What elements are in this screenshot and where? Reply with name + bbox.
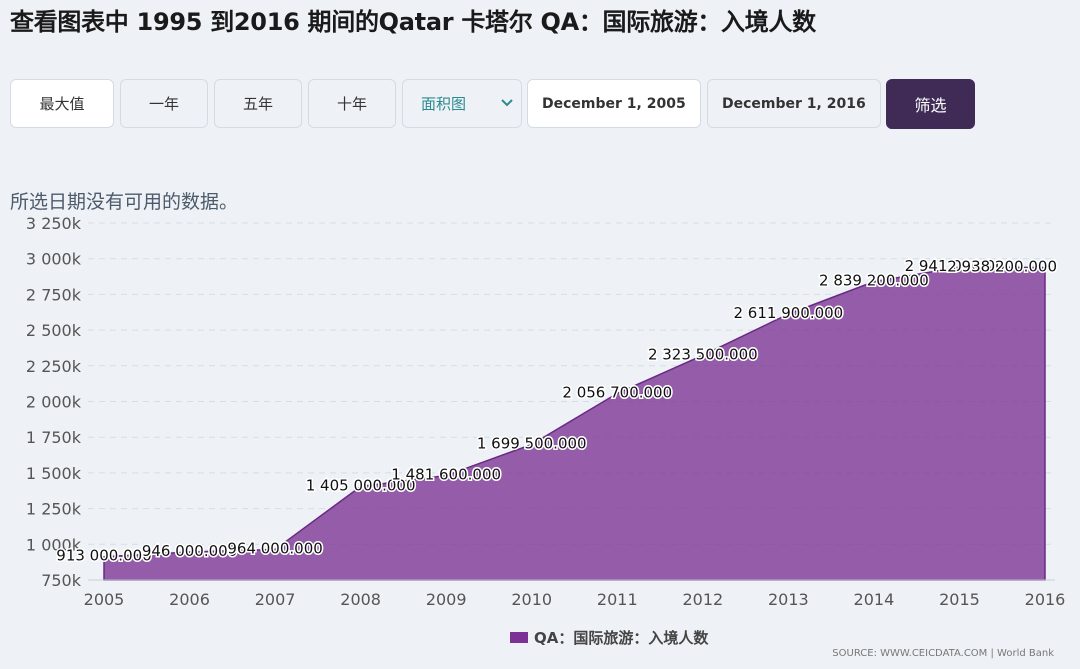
x-tick-label: 2008 — [340, 590, 381, 609]
x-tick-label: 2010 — [511, 590, 552, 609]
x-tick-label: 2013 — [768, 590, 809, 609]
legend-label: QA：国际旅游：入境人数 — [534, 629, 709, 647]
date-to-field[interactable]: December 1, 2016 — [707, 79, 881, 128]
y-tick-label: 750k — [41, 571, 82, 590]
x-tick-label: 2007 — [255, 590, 296, 609]
y-tick-label: 2 000k — [26, 393, 82, 412]
x-tick-label: 2014 — [854, 590, 895, 609]
data-label: 2 056 700.000 — [562, 383, 672, 401]
filter-button[interactable]: 筛选 — [886, 79, 975, 129]
range-5y-button[interactable]: 五年 — [214, 79, 302, 128]
data-label: 2 839 200.000 — [819, 272, 929, 290]
range-max-button[interactable]: 最大值 — [10, 79, 114, 128]
y-tick-label: 1 750k — [26, 428, 82, 447]
chevron-down-icon — [501, 99, 513, 107]
range-1y-button[interactable]: 一年 — [120, 79, 208, 128]
x-tick-label: 2009 — [426, 590, 467, 609]
data-label: 1 405 000.000 — [306, 476, 416, 494]
toolbar: 最大值 一年 五年 十年 面积图 December 1, 2005 Decemb… — [10, 79, 1080, 130]
no-data-message: 所选日期没有可用的数据。 — [10, 191, 239, 213]
data-label: 2 938 200.000 — [947, 258, 1057, 276]
area-chart: 750k 1 000k 1 250k 1 500k 1 750k 2 000k 2 250k… — [26, 214, 1066, 609]
data-label: 2 323 500.000 — [648, 345, 758, 363]
x-tick-label: 2016 — [1025, 590, 1066, 609]
y-tick-label: 3 250k — [26, 214, 82, 233]
source-credit: SOURCE: WWW.CEICDATA.COM | World Bank — [832, 648, 1054, 659]
data-label: 913 000.000 — [56, 547, 151, 565]
x-tick-label: 2012 — [682, 590, 723, 609]
y-tick-label: 2 250k — [26, 357, 82, 376]
date-from-field[interactable]: December 1, 2005 — [527, 79, 701, 128]
data-label: 2 941 000.000 — [905, 257, 1015, 275]
x-tick-label: 2005 — [84, 590, 125, 609]
range-10y-button[interactable]: 十年 — [308, 79, 396, 128]
data-label: 1 699 500.000 — [477, 434, 587, 452]
data-label: 1 481 600.000 — [391, 466, 501, 484]
legend-swatch — [510, 632, 528, 643]
data-label: 946 000.000 — [142, 542, 237, 560]
y-tick-label: 2 750k — [26, 285, 82, 304]
x-tick-label: 2015 — [939, 590, 980, 609]
x-tick-label: 2006 — [169, 590, 210, 609]
page-title: 查看图表中 1995 到2016 期间的Qatar 卡塔尔 QA：国际旅游：入境… — [10, 8, 816, 36]
chart-type-select[interactable]: 面积图 — [402, 79, 522, 128]
data-label: 964 000.000 — [227, 539, 322, 557]
chart-type-label: 面积图 — [421, 95, 467, 113]
y-tick-label: 1 250k — [26, 500, 82, 519]
series-area — [103, 266, 1046, 581]
y-tick-label: 3 000k — [26, 250, 82, 269]
y-tick-label: 2 500k — [26, 321, 82, 340]
y-tick-label: 1 000k — [26, 535, 82, 554]
x-tick-label: 2011 — [597, 590, 638, 609]
legend[interactable]: QA：国际旅游：入境人数 — [510, 627, 708, 648]
y-tick-label: 1 500k — [26, 464, 82, 483]
data-label: 2 611 900.000 — [733, 304, 843, 322]
